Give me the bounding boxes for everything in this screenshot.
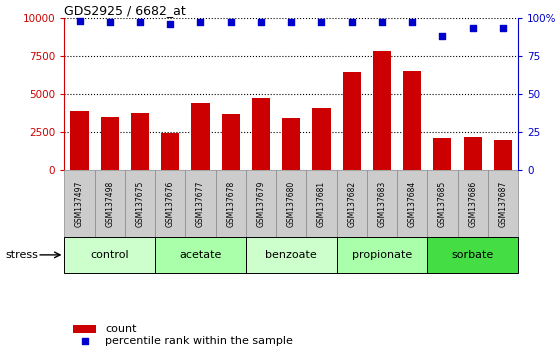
Bar [427, 237, 518, 273]
Point [498, 25, 507, 31]
Point [75, 18, 84, 24]
Bar [343, 73, 361, 170]
Bar [192, 103, 209, 170]
Point [136, 19, 144, 25]
Text: GSM137683: GSM137683 [377, 181, 386, 227]
Point [347, 19, 356, 25]
Text: acetate: acetate [179, 250, 222, 260]
Text: stress: stress [6, 250, 39, 260]
Point [377, 19, 386, 25]
Text: GSM137676: GSM137676 [166, 180, 175, 227]
Text: control: control [91, 250, 129, 260]
Bar [155, 170, 185, 237]
Bar [427, 170, 458, 237]
Bar [252, 98, 270, 170]
Text: GSM137687: GSM137687 [498, 181, 507, 227]
Bar [222, 114, 240, 170]
Text: GSM137686: GSM137686 [468, 181, 477, 227]
Bar [306, 170, 337, 237]
Point [196, 19, 205, 25]
Bar [71, 110, 88, 170]
Text: GDS2925 / 6682_at: GDS2925 / 6682_at [64, 4, 186, 17]
Bar [373, 51, 391, 170]
Text: GSM137677: GSM137677 [196, 180, 205, 227]
Bar [125, 170, 155, 237]
Text: GSM137675: GSM137675 [136, 180, 144, 227]
Point [317, 19, 326, 25]
Point [468, 25, 477, 31]
Bar [488, 170, 518, 237]
Point [166, 21, 175, 27]
Bar [64, 237, 155, 273]
Text: GSM137681: GSM137681 [317, 181, 326, 227]
Text: GSM137685: GSM137685 [438, 181, 447, 227]
Bar [403, 71, 421, 170]
Text: propionate: propionate [352, 250, 412, 260]
Point [408, 19, 417, 25]
Bar [155, 237, 246, 273]
Text: GSM137679: GSM137679 [256, 180, 265, 227]
Bar [337, 237, 427, 273]
Bar [131, 113, 149, 170]
Bar [433, 138, 451, 170]
Bar [458, 170, 488, 237]
Bar [101, 116, 119, 170]
Bar [282, 118, 300, 170]
Point [438, 33, 447, 39]
Bar [95, 170, 125, 237]
Text: GSM137497: GSM137497 [75, 180, 84, 227]
Point [105, 19, 114, 25]
Text: sorbate: sorbate [451, 250, 494, 260]
Point [226, 19, 235, 25]
Point [80, 339, 89, 344]
Text: benzoate: benzoate [265, 250, 317, 260]
Bar [246, 237, 337, 273]
Bar [397, 170, 427, 237]
Text: GSM137684: GSM137684 [408, 181, 417, 227]
Text: GSM137682: GSM137682 [347, 181, 356, 227]
Text: GSM137680: GSM137680 [287, 181, 296, 227]
Bar [185, 170, 216, 237]
Text: percentile rank within the sample: percentile rank within the sample [105, 336, 293, 347]
Bar [161, 133, 179, 170]
Text: GSM137498: GSM137498 [105, 181, 114, 227]
Bar [216, 170, 246, 237]
Bar [73, 325, 96, 333]
Bar [276, 170, 306, 237]
Text: GSM137678: GSM137678 [226, 181, 235, 227]
Bar [337, 170, 367, 237]
Text: count: count [105, 324, 137, 334]
Bar [367, 170, 397, 237]
Bar [464, 137, 482, 170]
Bar [312, 108, 330, 170]
Bar [64, 170, 95, 237]
Point [287, 19, 296, 25]
Point [256, 19, 265, 25]
Bar [494, 140, 512, 170]
Bar [246, 170, 276, 237]
